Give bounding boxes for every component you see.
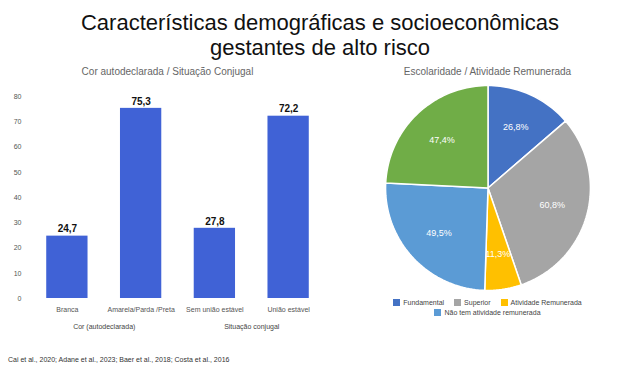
svg-text:24,7: 24,7 bbox=[58, 223, 78, 234]
html-text:Escolaridade / Atividade Remun: Escolaridade / Atividade Remunerada bbox=[403, 66, 572, 77]
html-text:Cai et al., 2020; Adane et al.: Cai et al., 2020; Adane et al., 2023; Ba… bbox=[8, 356, 230, 363]
svg-text:50: 50 bbox=[14, 168, 22, 175]
svg-text:27,8: 27,8 bbox=[205, 216, 225, 227]
svg-text:Cor (autodeclarada): Cor (autodeclarada) bbox=[73, 323, 135, 331]
svg-text:10: 10 bbox=[14, 269, 22, 276]
html-text:Não tem atividade remunerada: Não tem atividade remunerada bbox=[444, 309, 541, 316]
html-text:Características demográficas e: Características demográficas e socioecon… bbox=[81, 10, 559, 60]
svg-text:Branca: Branca bbox=[56, 306, 78, 313]
svg-text:70: 70 bbox=[14, 118, 22, 125]
svg-text:Situação conjugal: Situação conjugal bbox=[224, 323, 280, 331]
svg-text:60,8%: 60,8% bbox=[539, 200, 565, 210]
html-text:Superior: Superior bbox=[464, 299, 491, 306]
svg-text:75,3: 75,3 bbox=[131, 96, 151, 107]
html-text:Fundamental: Fundamental bbox=[403, 299, 445, 306]
svg-text:47,4%: 47,4% bbox=[429, 135, 455, 145]
html-text:Cor autodeclarada / Situação C: Cor autodeclarada / Situação Conjugal bbox=[81, 66, 254, 77]
svg-text:11,3%: 11,3% bbox=[485, 249, 510, 259]
svg-text:72,2: 72,2 bbox=[279, 103, 299, 114]
svg-text:0: 0 bbox=[18, 295, 22, 302]
svg-text:80: 80 bbox=[14, 93, 22, 100]
svg-text:30: 30 bbox=[14, 219, 22, 226]
svg-text:26,8%: 26,8% bbox=[503, 122, 529, 132]
svg-text:União estável: União estável bbox=[267, 306, 310, 313]
svg-text:20: 20 bbox=[14, 244, 22, 251]
svg-text:Sem união estável: Sem união estável bbox=[186, 306, 244, 313]
html-text:Atividade Remunerada: Atividade Remunerada bbox=[510, 299, 582, 306]
svg-text:60: 60 bbox=[14, 143, 22, 150]
svg-text:40: 40 bbox=[14, 194, 22, 201]
svg-text:Amarela/Parda /Preta: Amarela/Parda /Preta bbox=[107, 306, 174, 313]
svg-text:49,5%: 49,5% bbox=[426, 228, 452, 238]
